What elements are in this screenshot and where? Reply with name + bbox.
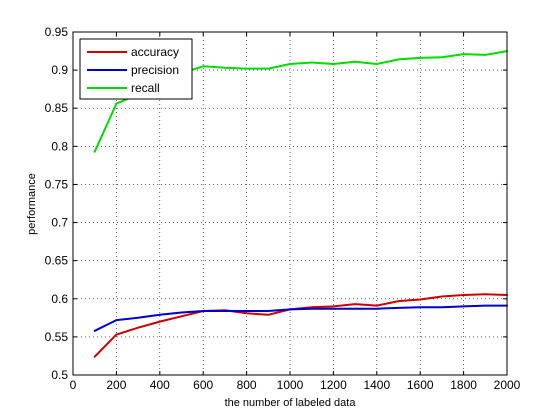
- x-tick-label: 800: [237, 378, 257, 392]
- x-tick-label: 1400: [363, 378, 390, 392]
- x-tick-label: 1600: [407, 378, 434, 392]
- y-tick-label: 0.85: [45, 101, 69, 115]
- x-tick-label: 1000: [277, 378, 304, 392]
- x-axis-title: the number of labeled data: [225, 397, 357, 409]
- x-tick-label: 2000: [494, 378, 521, 392]
- legend-label-precision: precision: [131, 63, 179, 77]
- x-tick-label: 400: [150, 378, 170, 392]
- y-tick-label: 0.9: [51, 63, 68, 77]
- legend-label-recall: recall: [131, 81, 160, 95]
- y-tick-label: 0.95: [45, 25, 69, 39]
- legend-label-accuracy: accuracy: [131, 45, 179, 59]
- y-tick-label: 0.5: [51, 368, 68, 382]
- y-tick-label: 0.8: [51, 139, 68, 153]
- x-tick-label: 600: [193, 378, 213, 392]
- legend: accuracy precision recall: [79, 38, 193, 100]
- y-tick-label: 0.65: [45, 254, 69, 268]
- series-line-precision: [93, 304, 508, 332]
- x-tick-label: 200: [106, 378, 126, 392]
- axes: 0 200 400 600 800 1000 1200 1400 1600 1800 2000 0.5…: [45, 25, 521, 392]
- x-tick-label: 0: [70, 378, 77, 392]
- y-tick-label: 0.6: [51, 292, 68, 306]
- y-tick-label: 0.7: [51, 216, 68, 230]
- y-axis-title: performance: [26, 173, 38, 235]
- y-tick-label: 0.75: [45, 177, 69, 191]
- x-tick-label: 1800: [450, 378, 477, 392]
- y-tick-label: 0.55: [45, 330, 69, 344]
- x-tick-label: 1200: [320, 378, 347, 392]
